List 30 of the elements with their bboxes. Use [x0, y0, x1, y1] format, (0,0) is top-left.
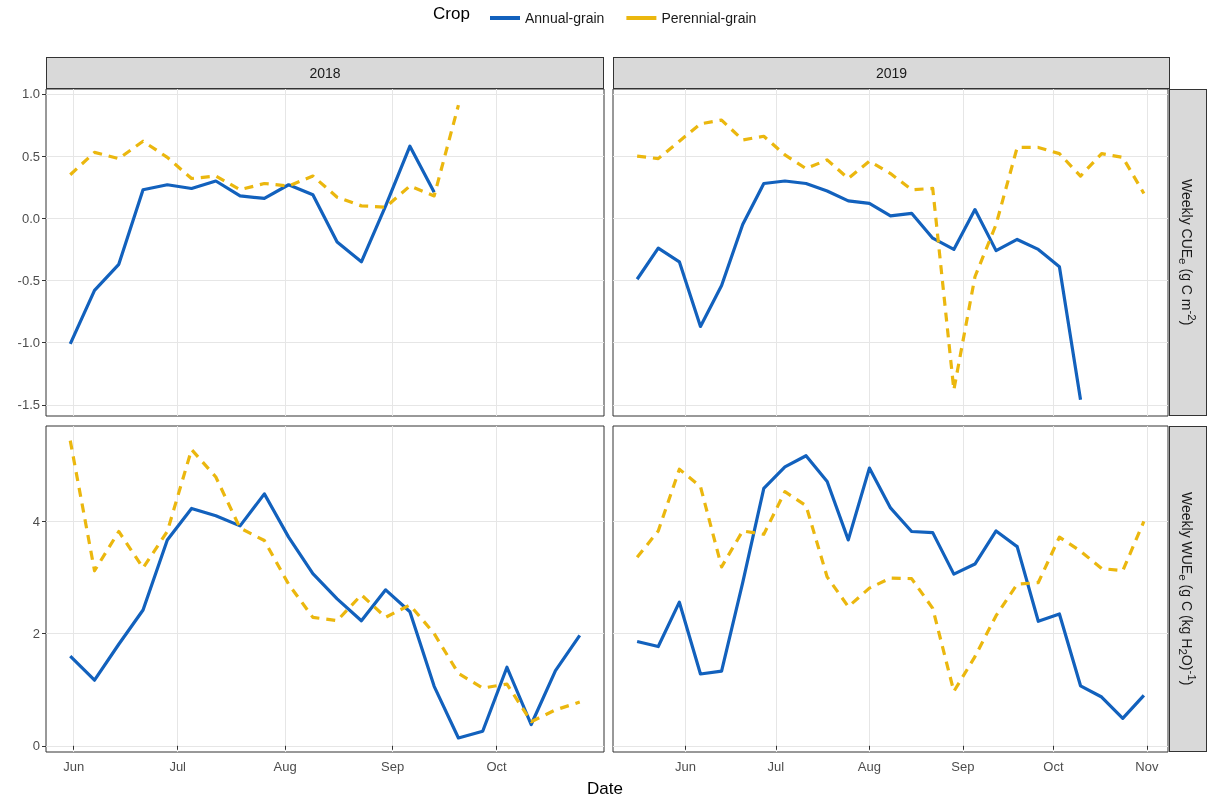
x-tick-label: Oct — [1043, 759, 1064, 774]
y-tick-label: -1.0 — [17, 335, 40, 351]
legend-label: Perennial-grain — [661, 10, 757, 26]
x-tick-label: Nov — [1135, 759, 1159, 774]
y-tick-label: 0 — [32, 738, 40, 754]
y-tick-label: 4 — [32, 513, 40, 529]
line-series — [68, 492, 582, 740]
x-tick-label: Jul — [767, 759, 785, 774]
x-tick-label: Aug — [857, 759, 881, 774]
x-tick-label: Aug — [273, 759, 297, 774]
line-series — [68, 103, 461, 209]
x-tick-label: Sep — [381, 759, 405, 774]
legend-title: Crop — [433, 4, 470, 24]
y-tick-label: 2 — [32, 626, 40, 642]
x-axis-title: Date — [586, 779, 624, 799]
y-tick-label: 0.0 — [21, 210, 40, 226]
line-series — [68, 438, 582, 724]
line-series — [68, 144, 436, 346]
y-tick-label: 1.0 — [21, 86, 40, 102]
x-tick-label: Jul — [169, 759, 187, 774]
legend-label: Annual-grain — [525, 10, 605, 26]
chart-title: 2018 — [46, 57, 604, 89]
x-tick-label: Jun — [63, 759, 85, 774]
y-tick-label: -1.5 — [17, 397, 40, 413]
x-tick-label: Sep — [951, 759, 975, 774]
x-tick-label: Jun — [674, 759, 696, 774]
x-tick-label: Oct — [486, 759, 508, 774]
y-tick-label: 0.5 — [21, 148, 40, 164]
y-tick-label: -0.5 — [17, 272, 40, 288]
chart-title: 2019 — [613, 57, 1170, 89]
